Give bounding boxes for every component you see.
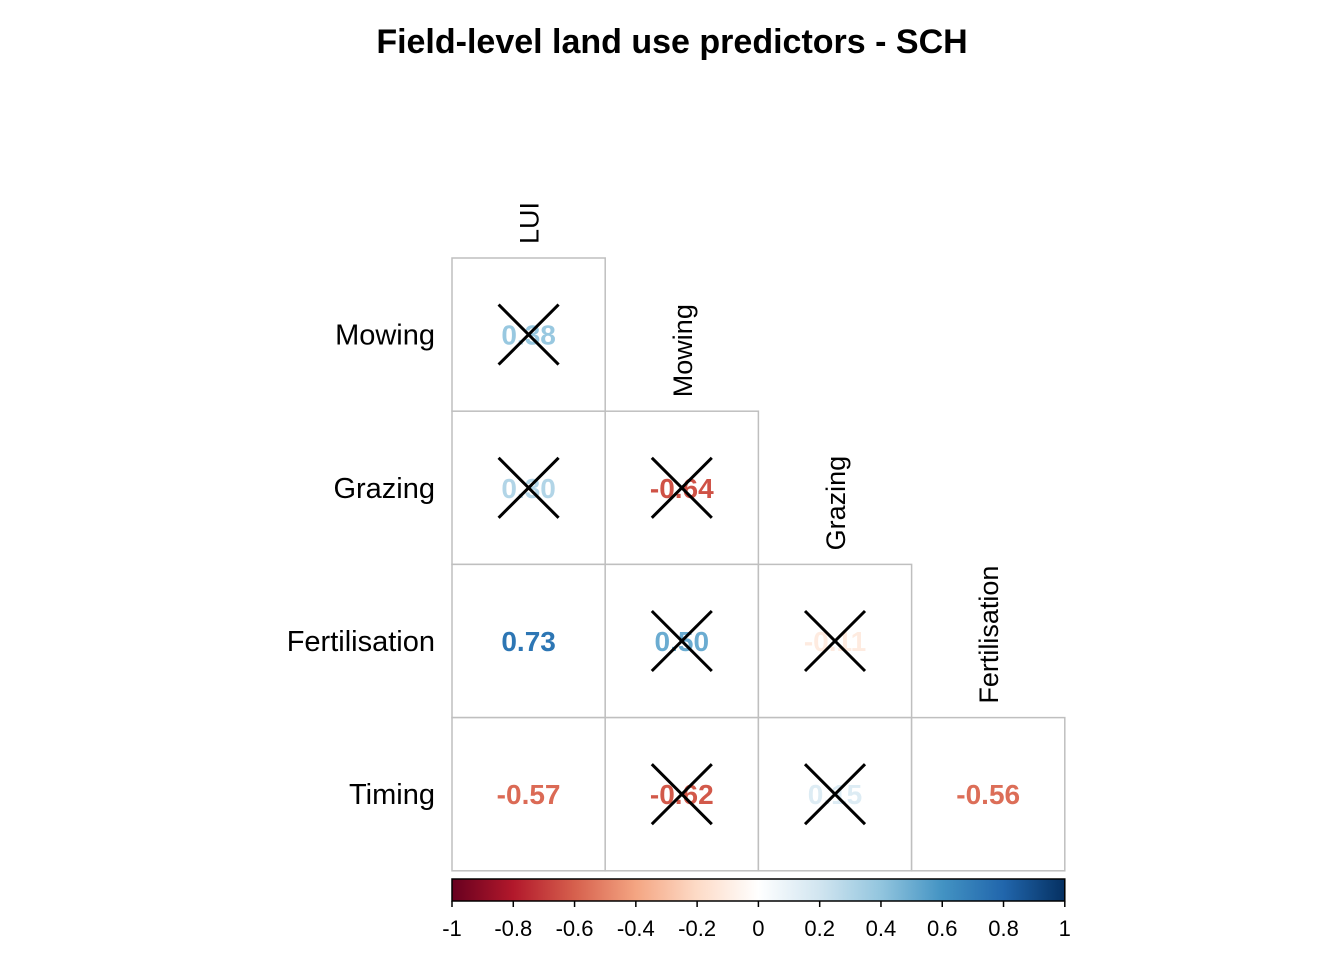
corr-cell-grazing-lui: 0.30 [451, 410, 606, 566]
col-label-lui: LUI [515, 202, 545, 244]
corr-cell-timing-mowing: -0.62 [604, 716, 760, 872]
cell-border [451, 716, 606, 872]
corr-cell-timing-lui: -0.57 [451, 716, 606, 872]
cell-border [910, 716, 1066, 872]
corr-cell-timing-grazing: 0.15 [757, 716, 913, 872]
colorbar-tick-label: 0.8 [988, 916, 1019, 941]
colorbar-tick-label: -0.6 [556, 916, 594, 941]
nonsignificant-cross-mark [650, 456, 713, 519]
colorbar-tick-label: -1 [442, 916, 462, 941]
col-label-grazing: Grazing [821, 456, 851, 551]
corr-cell-mowing-lui: 0.38 [451, 257, 606, 412]
colorbar-tick-label: 0 [752, 916, 764, 941]
colorbar [451, 878, 1066, 902]
corr-cell-fertilisation-grazing: -0.11 [757, 563, 913, 719]
cell-border [451, 563, 606, 719]
colorbar-tick-label: -0.2 [678, 916, 716, 941]
colorbar-tick-label: 1 [1059, 916, 1071, 941]
colorbar-tick-label: 0.6 [927, 916, 958, 941]
colorbar-tick-label: -0.4 [617, 916, 655, 941]
nonsignificant-cross-mark [803, 609, 867, 673]
corr-value-label: -0.56 [956, 779, 1020, 810]
colorbar-tick-label: 0.2 [804, 916, 835, 941]
col-label-mowing: Mowing [668, 304, 698, 397]
corr-value-label: -0.57 [497, 779, 561, 810]
corr-cell-timing-fertilisation: -0.56 [910, 716, 1066, 872]
corr-cell-fertilisation-lui: 0.73 [451, 563, 606, 719]
nonsignificant-cross-mark [497, 303, 560, 366]
nonsignificant-cross-mark [497, 456, 560, 519]
nonsignificant-cross-mark [650, 763, 713, 826]
corr-value-label: 0.73 [501, 626, 556, 657]
corr-cell-grazing-mowing: -0.64 [604, 410, 760, 566]
colorbar-tick-label: -0.8 [494, 916, 532, 941]
row-label-grazing: Grazing [333, 473, 435, 505]
corr-cell-fertilisation-mowing: 0.50 [604, 563, 760, 719]
chart-title: Field-level land use predictors - SCH [376, 23, 967, 61]
nonsignificant-cross-mark [650, 609, 713, 673]
row-label-timing: Timing [349, 779, 435, 811]
row-label-mowing: Mowing [335, 320, 435, 352]
row-label-fertilisation: Fertilisation [287, 626, 435, 658]
col-label-fertilisation: Fertilisation [974, 566, 1004, 704]
nonsignificant-cross-mark [803, 763, 867, 826]
colorbar-tick-label: 0.4 [866, 916, 897, 941]
